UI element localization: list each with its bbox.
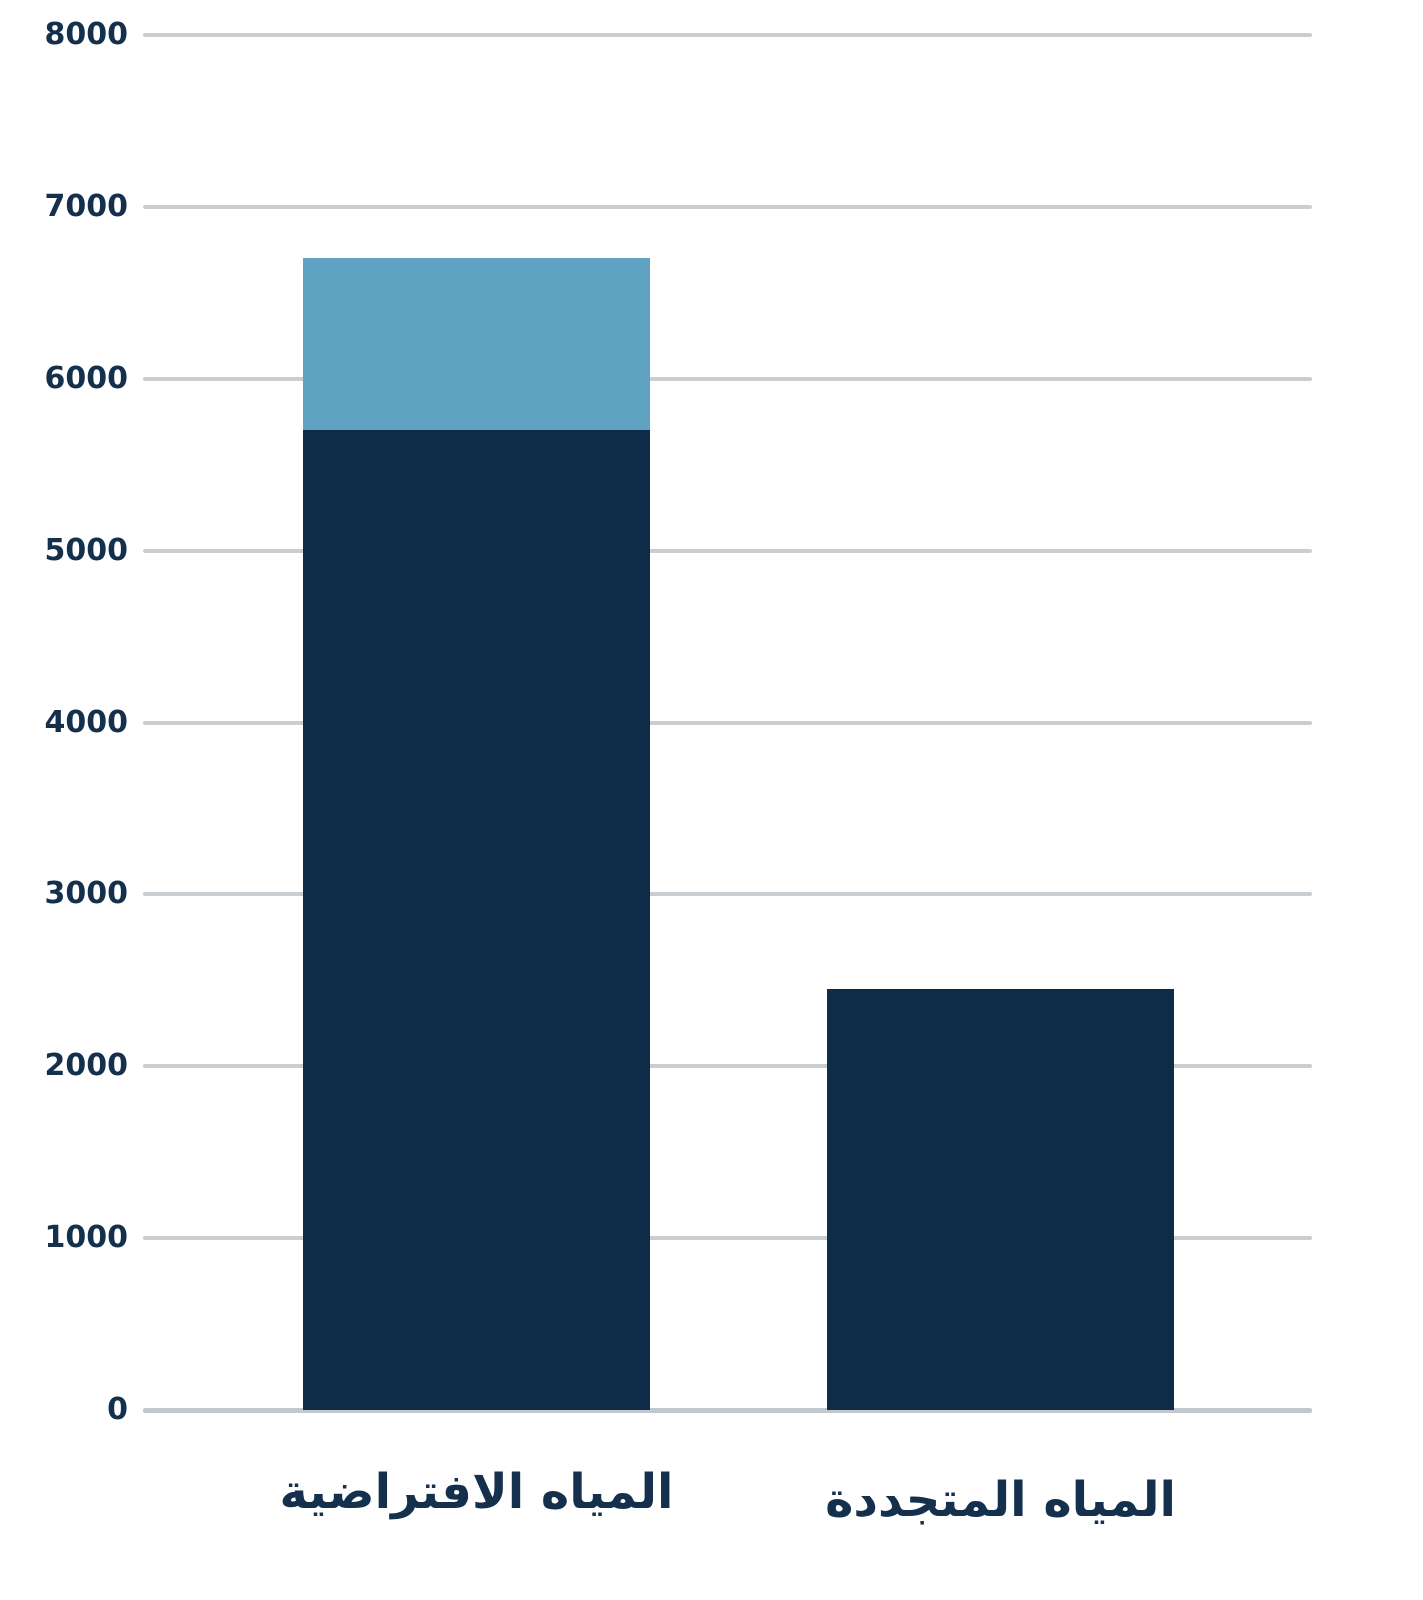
y-axis-tick-label: 1000 — [44, 1220, 129, 1256]
x-axis-label-virtual-water: المياه الافتراضية — [279, 1464, 674, 1520]
y-axis-tick-label: 3000 — [44, 876, 129, 912]
y-axis-tick-label: 2000 — [44, 1048, 129, 1084]
gridline — [143, 892, 1312, 897]
bar-segment-virtual-water-navy — [303, 430, 650, 1410]
gridline — [143, 204, 1312, 209]
y-axis-tick-label: 7000 — [44, 188, 129, 224]
bar-segment-virtual-water-light-blue — [303, 258, 650, 431]
y-axis-tick-label: 8000 — [44, 17, 129, 52]
y-axis-tick-label: 6000 — [44, 360, 129, 396]
gridline — [143, 548, 1312, 553]
bar-segment-renewable-water-navy — [827, 988, 1174, 1410]
gridline — [143, 720, 1312, 725]
gridline — [143, 376, 1312, 381]
gridline — [143, 33, 1312, 37]
y-axis-tick-label: 5000 — [44, 532, 129, 568]
x-axis-label-renewable-water: المياه المتجددة — [825, 1472, 1176, 1528]
gridline — [143, 1236, 1312, 1241]
gridline — [143, 1064, 1312, 1069]
y-axis-tick-label: 4000 — [44, 704, 129, 740]
zero-gridline — [143, 1408, 1312, 1413]
y-axis-tick-label: 0 — [107, 1392, 128, 1427]
